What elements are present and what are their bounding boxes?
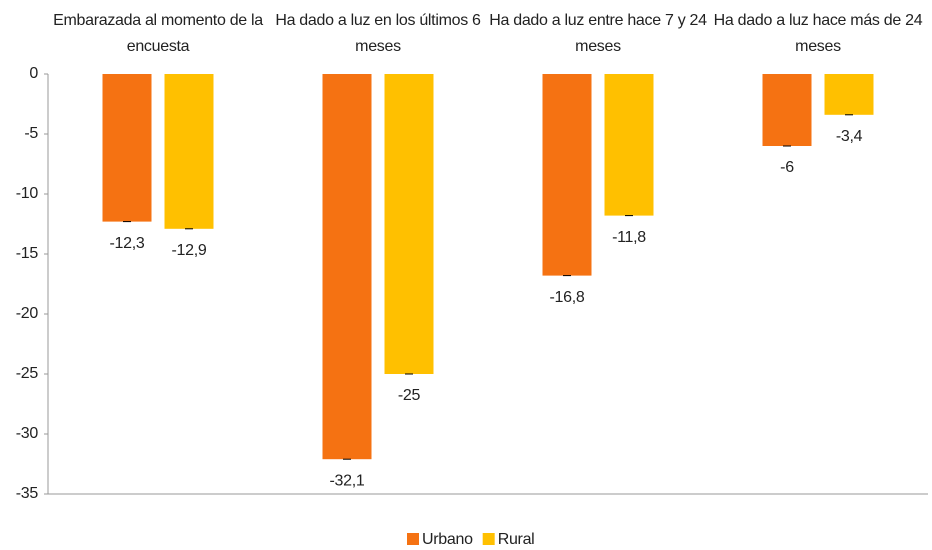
data-label: -12,9 xyxy=(172,242,207,259)
y-tick-label: 0 xyxy=(29,65,38,82)
legend-swatch xyxy=(407,533,419,545)
bar xyxy=(322,74,372,460)
data-label: -16,8 xyxy=(550,289,585,306)
bar xyxy=(102,74,152,222)
data-label: -3,4 xyxy=(836,128,863,145)
data-label: -12,3 xyxy=(110,235,145,252)
category-label: Ha dado a luz en los últimos 6 meses xyxy=(275,12,481,55)
legend-label: Urbano xyxy=(422,531,473,548)
data-label: -11,8 xyxy=(612,229,646,246)
category-label: Ha dado a luz entre hace 7 y 24 meses xyxy=(489,12,707,55)
category-label: Embarazada al momento de la encuesta xyxy=(53,12,263,55)
y-tick-label: -25 xyxy=(16,365,39,382)
bar xyxy=(542,74,592,276)
y-tick-label: -5 xyxy=(24,125,38,142)
y-tick-label: -15 xyxy=(16,245,39,262)
data-label: -25 xyxy=(398,387,421,404)
bar xyxy=(824,74,874,115)
bar xyxy=(762,74,812,146)
data-label: -32,1 xyxy=(330,472,365,489)
y-tick-label: -10 xyxy=(16,185,39,202)
y-tick-label: -35 xyxy=(16,485,39,502)
bar xyxy=(164,74,214,229)
y-tick-label: -20 xyxy=(16,305,39,322)
y-tick-label: -30 xyxy=(16,425,39,442)
data-label: -6 xyxy=(780,159,794,176)
legend-label: Rural xyxy=(498,531,535,548)
bar xyxy=(384,74,434,374)
category-label: Ha dado a luz hace más de 24 meses xyxy=(713,12,923,55)
legend-swatch xyxy=(482,533,495,545)
bar xyxy=(604,74,654,216)
